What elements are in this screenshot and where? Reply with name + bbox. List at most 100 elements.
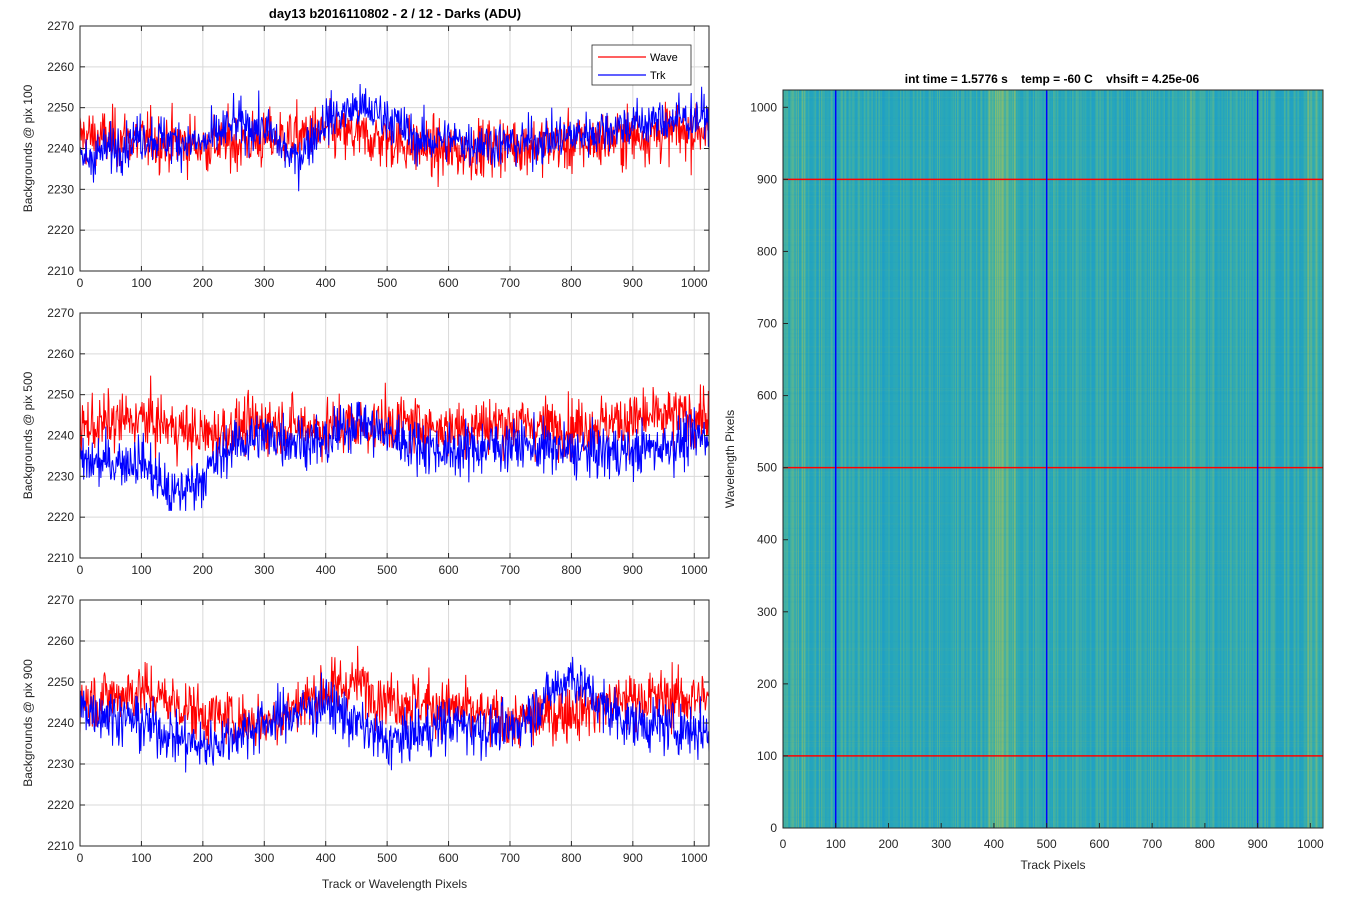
heatmap-column	[1093, 90, 1095, 828]
heatmap-column	[1068, 90, 1071, 828]
heatmap-column	[922, 90, 924, 828]
heatmap-column	[867, 90, 869, 828]
heatmap-column	[1001, 90, 1003, 828]
heatmap-column	[999, 90, 1001, 828]
heatmap-column	[1242, 90, 1245, 828]
heatmap-column	[1124, 90, 1127, 828]
heatmap-row-texture	[783, 99, 1323, 101]
heatmap-column	[843, 90, 845, 828]
heatmap-column	[1106, 90, 1109, 828]
heatmap-row-texture	[783, 240, 1323, 242]
heatmap-column	[808, 90, 810, 828]
heatmap-column	[1063, 90, 1065, 828]
heatmap-row-texture	[783, 792, 1323, 794]
heatmap-row-texture	[783, 299, 1323, 301]
heatmap-column	[1083, 90, 1085, 828]
heatmap-column	[1032, 90, 1035, 828]
heatmap-column	[1157, 90, 1159, 828]
heatmap-column	[987, 90, 989, 828]
heatmap-column	[1019, 90, 1021, 828]
heatmap-column	[817, 90, 820, 828]
heatmap-column	[1029, 90, 1032, 828]
heatmap-column	[1228, 90, 1230, 828]
heatmap-column	[871, 90, 873, 828]
heatmap-column	[984, 90, 986, 828]
heatmap-column	[1312, 90, 1314, 828]
heatmap-column	[1235, 90, 1237, 828]
heatmap-column	[1274, 90, 1276, 828]
heatmap-column	[903, 90, 905, 828]
heatmap-column	[1244, 90, 1247, 828]
heatmap-column	[829, 90, 831, 828]
heatmap-column	[805, 90, 807, 828]
heatmap-column	[1233, 90, 1235, 828]
heatmap-row-texture	[783, 769, 1323, 771]
y-tick-label: 2270	[47, 593, 74, 607]
heatmap-column	[899, 90, 901, 828]
heatmap-column	[951, 90, 954, 828]
heatmap-column	[824, 90, 826, 828]
heatmap-column	[1216, 90, 1218, 828]
heatmap-column	[799, 90, 802, 828]
heatmap-column	[1100, 90, 1102, 828]
heatmap-column	[863, 90, 865, 828]
heatmap-x-axis-label: Track Pixels	[1021, 858, 1086, 872]
heatmap-column	[1170, 90, 1172, 828]
heatmap-row-texture	[783, 146, 1323, 148]
heatmap-column	[961, 90, 963, 828]
heatmap-column	[1159, 90, 1161, 828]
heatmap-x-tick-label: 0	[780, 837, 787, 851]
heatmap-row-texture	[783, 195, 1323, 197]
heatmap-column	[853, 90, 856, 828]
heatmap-x-tick-label: 800	[1195, 837, 1215, 851]
heatmap-column	[1057, 90, 1059, 828]
heatmap-column	[792, 90, 794, 828]
heatmap-row-texture	[783, 251, 1323, 253]
heatmap-column	[949, 90, 951, 828]
heatmap-column	[1318, 90, 1321, 828]
heatmap-x-tick-label: 100	[826, 837, 846, 851]
heatmap-column	[1116, 90, 1118, 828]
heatmap-column	[1027, 90, 1030, 828]
heatmap-column	[1025, 90, 1027, 828]
heatmap-column	[905, 90, 907, 828]
heatmap-column	[1139, 90, 1141, 828]
heatmap-column	[864, 90, 866, 828]
heatmap-column	[976, 90, 978, 828]
heatmap-column	[804, 90, 806, 828]
heatmap-column	[1104, 90, 1107, 828]
heatmap-column	[1134, 90, 1136, 828]
heatmap-column	[941, 90, 943, 828]
heatmap-y-axis-label: Wavelength Pixels	[723, 410, 737, 508]
heatmap-column	[1039, 90, 1041, 828]
heatmap-column	[828, 90, 830, 828]
heatmap-column	[910, 90, 912, 828]
heatmap-column	[822, 90, 824, 828]
heatmap-column	[1306, 90, 1308, 828]
heatmap-column	[1153, 90, 1155, 828]
heatmap-column	[787, 90, 789, 828]
heatmap-column	[825, 90, 827, 828]
y-tick-label: 2250	[47, 675, 74, 689]
heatmap-column	[1236, 90, 1238, 828]
heatmap-column	[839, 90, 842, 828]
y-tick-label: 2260	[47, 60, 74, 74]
heatmap-column	[931, 90, 934, 828]
heatmap-column	[1053, 90, 1055, 828]
heatmap-column	[1161, 90, 1163, 828]
heatmap-row-texture	[783, 701, 1323, 703]
heatmap-column	[1317, 90, 1320, 828]
heatmap-column	[1122, 90, 1124, 828]
heatmap-column	[1295, 90, 1297, 828]
heatmap-column	[848, 90, 850, 828]
heatmap-column	[896, 90, 899, 828]
heatmap-column	[1158, 90, 1160, 828]
heatmap-row-texture	[783, 290, 1323, 292]
heatmap-column	[1103, 90, 1105, 828]
heatmap-column	[1146, 90, 1149, 828]
heatmap-column	[1150, 90, 1152, 828]
heatmap-column	[1197, 90, 1199, 828]
heatmap-column	[1199, 90, 1201, 828]
heatmap-column	[1185, 90, 1188, 828]
